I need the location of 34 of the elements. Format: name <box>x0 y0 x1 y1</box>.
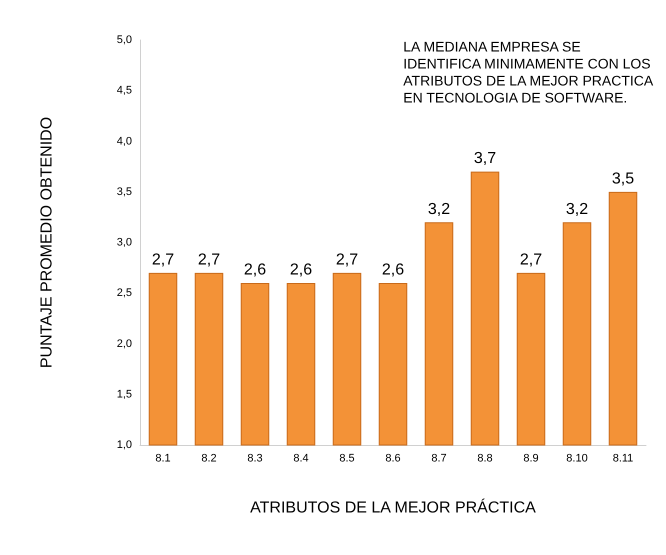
x-tick-label: 8.6 <box>385 452 401 464</box>
x-tick-label: 8.9 <box>523 452 539 464</box>
data-label: 2,7 <box>152 251 174 268</box>
y-tick-label: 4,0 <box>116 135 132 148</box>
data-label: 2,7 <box>198 251 220 268</box>
data-label: 3,5 <box>612 170 634 188</box>
x-tick-label: 8.2 <box>201 452 217 464</box>
data-label: 2,7 <box>336 251 358 268</box>
data-label: 2,6 <box>244 262 266 278</box>
x-tick-label: 8.7 <box>431 452 447 464</box>
x-tick-label: 8.4 <box>293 452 309 464</box>
x-tick-label: 8.1 <box>155 452 171 464</box>
data-label: 3,7 <box>474 150 496 168</box>
data-label: 3,2 <box>566 200 588 218</box>
data-label: 2,7 <box>520 251 542 268</box>
data-label: 2,6 <box>290 262 312 278</box>
y-tick-label: 1,5 <box>116 388 132 400</box>
y-tick-label: 4,5 <box>116 84 132 97</box>
x-tick-label: 8.8 <box>477 452 493 464</box>
data-label: 2,6 <box>382 262 404 278</box>
data-label: 3,2 <box>428 200 450 218</box>
y-tick-label: 1,0 <box>116 439 132 451</box>
y-axis-title: PUNTAJE PROMEDIO OBTENIDO <box>38 116 56 368</box>
y-tick-label: 2,0 <box>116 338 132 350</box>
x-tick-label: 8.3 <box>247 452 263 464</box>
annotation: LA MEDIANA EMPRESA SE IDENTIFICA MINIMAMENTE CON LOS ATRIBUTOS DE LA MEJOR PRACTICA EN TECNOLOGIA DE SOFTWARE. <box>403 38 654 106</box>
y-tick-label: 3,5 <box>116 186 132 198</box>
x-tick-label: 8.5 <box>339 452 355 464</box>
y-tick-label: 5,0 <box>116 34 132 46</box>
x-tick-label: 8.10 <box>566 452 588 464</box>
x-axis-title: ATRIBUTOS DE LA MEJOR PRÁCTICA <box>250 498 536 516</box>
y-tick-label: 2,5 <box>116 287 132 300</box>
x-tick-label: 8.11 <box>612 452 634 464</box>
y-tick-label: 3,0 <box>116 236 132 248</box>
